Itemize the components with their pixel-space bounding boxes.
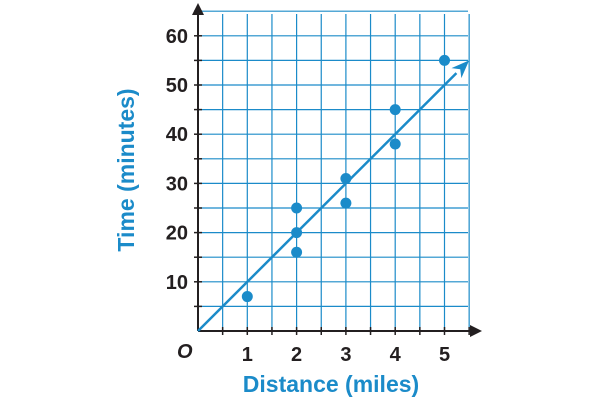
x-tick-label: 1: [242, 344, 253, 366]
data-points: [241, 54, 450, 303]
x-tick-label: 5: [439, 344, 450, 366]
trend-line-group: [197, 60, 470, 332]
data-point: [241, 291, 253, 303]
data-point: [439, 54, 450, 66]
y-tick-label: 40: [166, 124, 188, 146]
x-axis-title: Distance (miles): [243, 371, 419, 397]
grid: [198, 10, 470, 331]
y-tick-label: 60: [166, 26, 188, 48]
data-point: [389, 104, 401, 116]
axes: [192, 3, 482, 337]
data-point: [291, 202, 303, 214]
data-point: [291, 227, 303, 239]
data-point: [340, 197, 352, 209]
trend-line: [197, 72, 458, 332]
data-point: [340, 172, 352, 184]
tick-labels: 1 2 3 4 5 10 20 30 40 50 60: [166, 26, 450, 366]
data-point: [291, 246, 303, 258]
x-axis-arrow: [470, 325, 482, 337]
data-point: [389, 138, 401, 150]
x-tick-label: 2: [291, 344, 302, 366]
trend-line-arrowhead: [451, 60, 470, 79]
y-tick-label: 10: [166, 272, 188, 294]
x-tick-label: 4: [390, 344, 402, 366]
x-tick-label: 3: [340, 344, 351, 366]
y-axis-title: Time (minutes): [113, 88, 139, 251]
y-tick-label: 30: [166, 173, 188, 195]
y-tick-label: 50: [166, 75, 188, 97]
origin-label: O: [177, 341, 193, 363]
y-axis-arrow: [192, 3, 204, 15]
y-tick-label: 20: [166, 223, 188, 245]
